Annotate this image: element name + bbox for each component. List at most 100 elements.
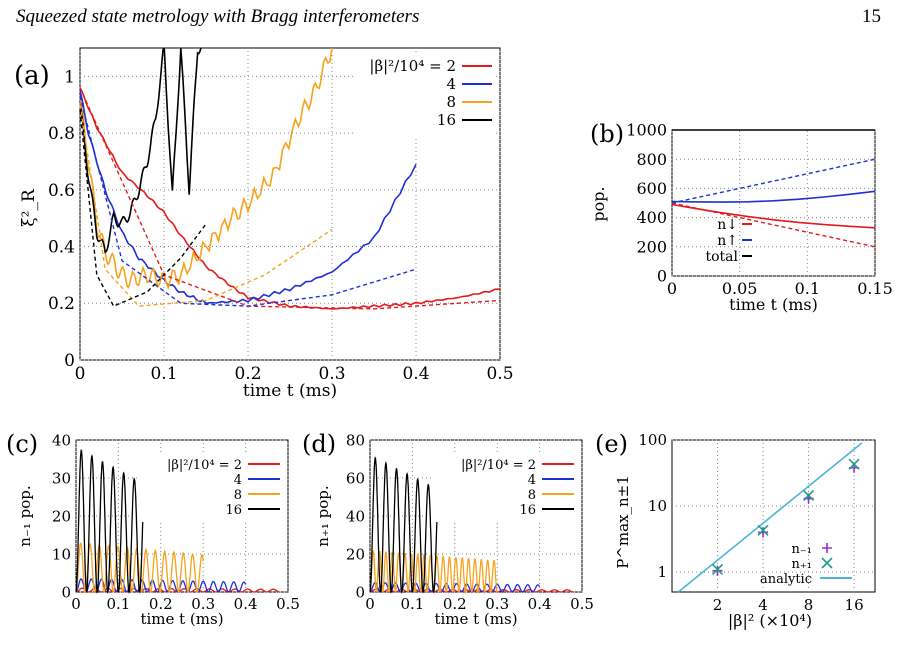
panel-a-xlabel: time t (ms)	[243, 381, 337, 401]
panel-d-series-s4	[369, 581, 541, 593]
panel-e-analytic-line	[677, 442, 863, 593]
panel-a-legend-label: 16	[437, 111, 456, 129]
panel-d-xtick-label: 0	[365, 595, 375, 613]
panel-d-ytick-label: 60	[346, 469, 365, 487]
panel-a-legend-title: |β|²/10⁴ = 2	[369, 57, 456, 75]
panel-b-xlabel: time t (ms)	[729, 295, 818, 314]
panel-b-label: (b)	[590, 120, 624, 148]
panel-e-legend-marker-nplus	[821, 557, 833, 569]
panel-c-ytick-label: 30	[52, 469, 71, 487]
panel-a-legend-label: 4	[446, 75, 456, 93]
panel-d-legend-label: 8	[528, 488, 536, 503]
panel-e-legend-label: n₋₁	[792, 542, 812, 557]
panel-c-ylabel: n₋₁ pop.	[16, 485, 34, 546]
panel-a-series-s4	[80, 90, 417, 305]
panel-d-ytick-label: 80	[346, 431, 365, 449]
panel-b-ytick-label: 200	[636, 237, 667, 256]
panel-a-ytick-label: 0.6	[48, 181, 75, 201]
panel-a-xtick-label: 0.4	[402, 364, 429, 384]
panel-e-point-nplus	[711, 563, 724, 575]
panel-a-theory-s16	[79, 110, 207, 307]
panel-b-ytick-label: 1000	[626, 121, 667, 140]
panel-b-legend-label: n↓	[717, 217, 738, 233]
panel-a-ylabel: ξ²_R	[19, 188, 39, 227]
page-number: 15	[862, 6, 881, 27]
panel-c-xtick-label: 0	[71, 595, 81, 613]
panel-d-ytick-label: 0	[355, 583, 365, 601]
panel-a-series-s8	[80, 48, 333, 291]
panel-b-ytick-label: 400	[636, 208, 667, 227]
panel-c-series-s16	[75, 448, 145, 595]
panel-b-series-down	[671, 203, 876, 229]
panel-e-point-nminus	[712, 565, 723, 576]
panel-a-ytick-label: 0.4	[48, 237, 75, 257]
panel-d-ylabel: n₊₁ pop.	[314, 485, 332, 546]
panel-d-xtick-label: 0.5	[570, 595, 594, 613]
panel-d-xlabel: time t (ms)	[434, 610, 517, 628]
panel-c-xtick-label: 0.5	[276, 595, 300, 613]
panel-a-ytick-label: 0.2	[48, 294, 75, 314]
panel-c: 0 0.1 0.2 0.3 0.4 0.5 0 10 20 30 40 time t (ms) (c) n…	[6, 430, 300, 628]
panel-e: 2 4 8 16 1 10 100 (e) |β|² (×10⁴) P^max_n±1 n₋₁n₊₁…	[595, 430, 876, 630]
panel-a-ytick-label: 0	[64, 351, 75, 371]
panel-b-legend-label: n↑	[717, 233, 738, 249]
panel-d: 0 0.1 0.2 0.3 0.4 0.5 0 20 40 60 80 time t (ms) (d) n…	[302, 430, 594, 628]
panel-d-series-s16	[369, 456, 439, 595]
panel-b-xtick-label: 0.05	[722, 279, 758, 298]
panel-e-xtick-label: 16	[845, 596, 864, 614]
panel-a-xtick-label: 0.1	[150, 364, 177, 384]
panel-b-series-up	[671, 190, 876, 203]
panel-c-ytick-label: 10	[52, 545, 71, 563]
panel-c-legend-label: 8	[234, 488, 242, 503]
page-header-title: Squeezed state metrology with Bragg inte…	[16, 6, 420, 27]
panel-b-legend-label: total	[705, 249, 738, 265]
panel-b-theory-up	[671, 158, 876, 204]
panel-a: 0 0.1 0.2 0.3 0.4 0.5 0 0.2 0.4 0.6 0.8 1 time t (ms…	[14, 47, 514, 401]
panel-e-ytick-label: 1	[657, 563, 667, 581]
panel-c-ytick-label: 0	[61, 583, 71, 601]
panel-e-xtick-label: 8	[804, 596, 814, 614]
panel-b-xtick-label: 0.1	[795, 279, 820, 298]
panel-a-xtick-label: 0.3	[318, 364, 345, 384]
panel-e-point-nplus	[757, 524, 769, 536]
panel-a-legend-label: 8	[446, 93, 456, 111]
panel-d-legend-title: |β|²/10⁴ = 2	[461, 458, 536, 473]
panel-b-ytick-label: 800	[636, 150, 667, 169]
panel-d-legend-label: 4	[528, 473, 536, 488]
panel-e-xtick-label: 2	[713, 596, 723, 614]
panel-c-label: (c)	[6, 430, 38, 458]
panel-a-xtick-label: 0.5	[486, 364, 513, 384]
panel-c-legend-label: 16	[225, 503, 242, 518]
panel-a-series-s2	[80, 87, 500, 310]
panel-e-ytick-label: 100	[638, 431, 667, 449]
panel-a-ytick-label: 1	[64, 67, 75, 87]
panel-a-xtick-label: 0.2	[234, 364, 261, 384]
panel-e-legend-label: analytic	[760, 572, 812, 587]
panel-b-ytick-label: 0	[657, 267, 667, 286]
panel-b-ylabel: pop.	[589, 186, 608, 221]
panel-e-legend-marker-nminus	[822, 543, 832, 553]
panel-c-xtick-label: 0.1	[106, 595, 130, 613]
panel-e-xlabel: |β|² (×10⁴)	[728, 611, 812, 630]
panel-a-theory-s4	[79, 96, 417, 307]
panel-d-xtick-label: 0.1	[400, 595, 424, 613]
panel-b-xtick-label: 0.15	[857, 279, 893, 298]
panel-e-point-nplus	[848, 458, 860, 470]
panel-d-legend-label: 16	[519, 503, 536, 518]
panel-a-series-s16	[80, 48, 206, 254]
panel-a-label: (a)	[14, 61, 50, 91]
panel-e-label: (e)	[595, 430, 628, 458]
panel-c-legend-label: 4	[234, 473, 242, 488]
panel-e-ylabel: P^max_n±1	[614, 475, 632, 569]
panel-c-xtick-label: 0.3	[191, 595, 215, 613]
panel-c-ytick-label: 20	[52, 507, 71, 525]
panel-a-xtick-label: 0	[75, 364, 86, 384]
panel-d-xtick-label: 0.3	[485, 595, 509, 613]
panel-c-xlabel: time t (ms)	[140, 610, 223, 628]
panel-d-xtick-label: 0.2	[443, 595, 467, 613]
panel-b-xtick-label: 0	[667, 279, 677, 298]
panel-e-ytick-label: 10	[648, 497, 667, 515]
panel-b: 0 0.05 0.1 0.15 0 200 400 600 800 1000 time t (ms)…	[589, 120, 893, 314]
panel-e-xtick-label: 4	[758, 596, 768, 614]
